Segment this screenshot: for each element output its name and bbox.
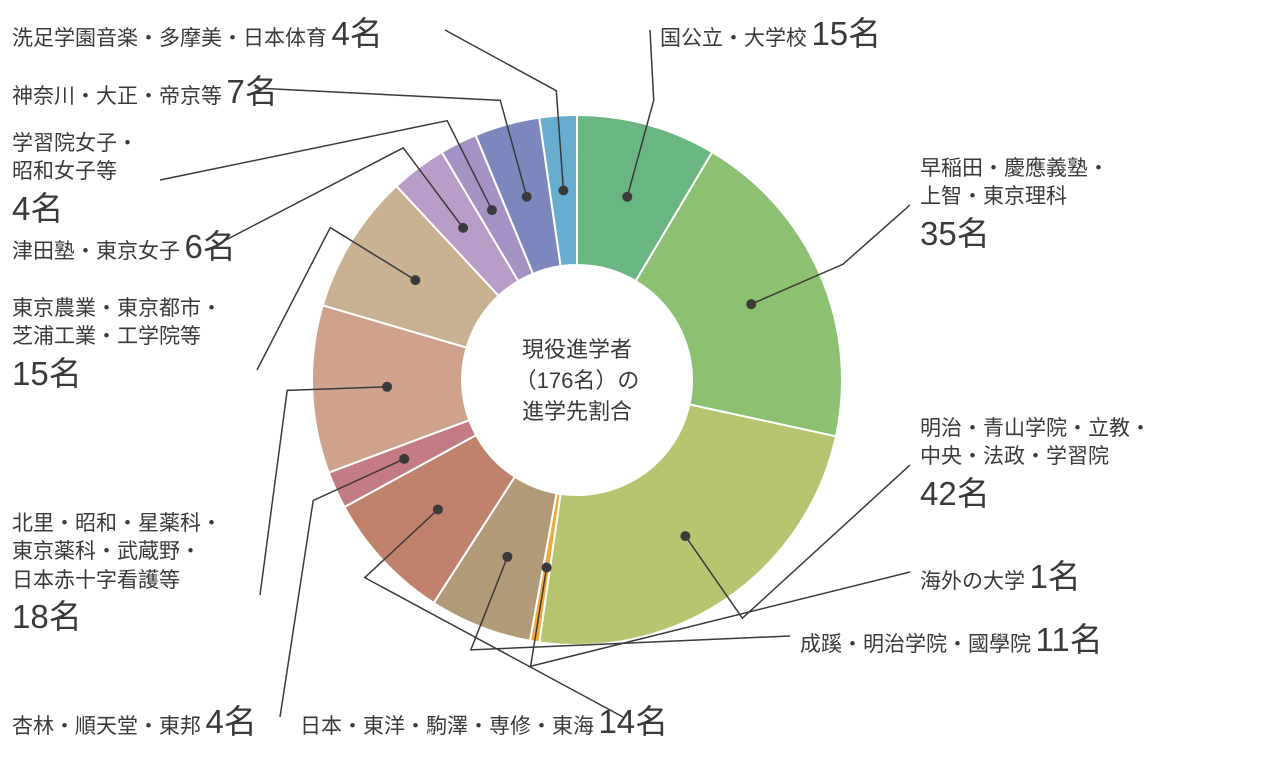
slice [539,404,836,645]
center-label: 現役進学者（176名）の進学先割合 [462,335,692,427]
leader-dot [382,382,392,392]
slice-label: 国公立・大学校 15名 [660,12,881,57]
slice-label: 日本・東洋・駒澤・専修・東海 14名 [300,700,668,745]
slice-label: 東京農業・東京都市・芝浦工業・工学院等15名 [12,295,222,396]
slice-label: 北里・昭和・星薬科・東京薬科・武蔵野・日本赤十字看護等18名 [12,510,222,640]
slice-label: 早稲田・慶應義塾・上智・東京理科35名 [920,155,1109,256]
leader-dot [487,205,497,215]
leader-dot [558,185,568,195]
slice-label: 明治・青山学院・立教・中央・法政・学習院42名 [920,415,1151,516]
slice-label: 神奈川・大正・帝京等 7名 [12,70,278,115]
leader-dot [410,275,420,285]
leader-dot [680,531,690,541]
leader-dot [399,454,409,464]
leader-dot [433,504,443,514]
slice-label: 杏林・順天堂・東邦 4名 [12,700,257,745]
leader-dot [542,563,552,573]
slice-label: 成蹊・明治学院・國學院 11名 [800,618,1103,663]
leader-dot [622,192,632,202]
leader-dot [458,223,468,233]
leader-dot [502,552,512,562]
slice-label: 海外の大学 1名 [920,555,1081,600]
slice-label: 洗足学園音楽・多摩美・日本体育 4名 [12,12,383,57]
slice-label: 学習院女子・昭和女子等4名 [12,130,138,231]
leader-dot [746,299,756,309]
leader-dot [522,192,532,202]
slice-label: 津田塾・東京女子 6名 [12,225,236,270]
